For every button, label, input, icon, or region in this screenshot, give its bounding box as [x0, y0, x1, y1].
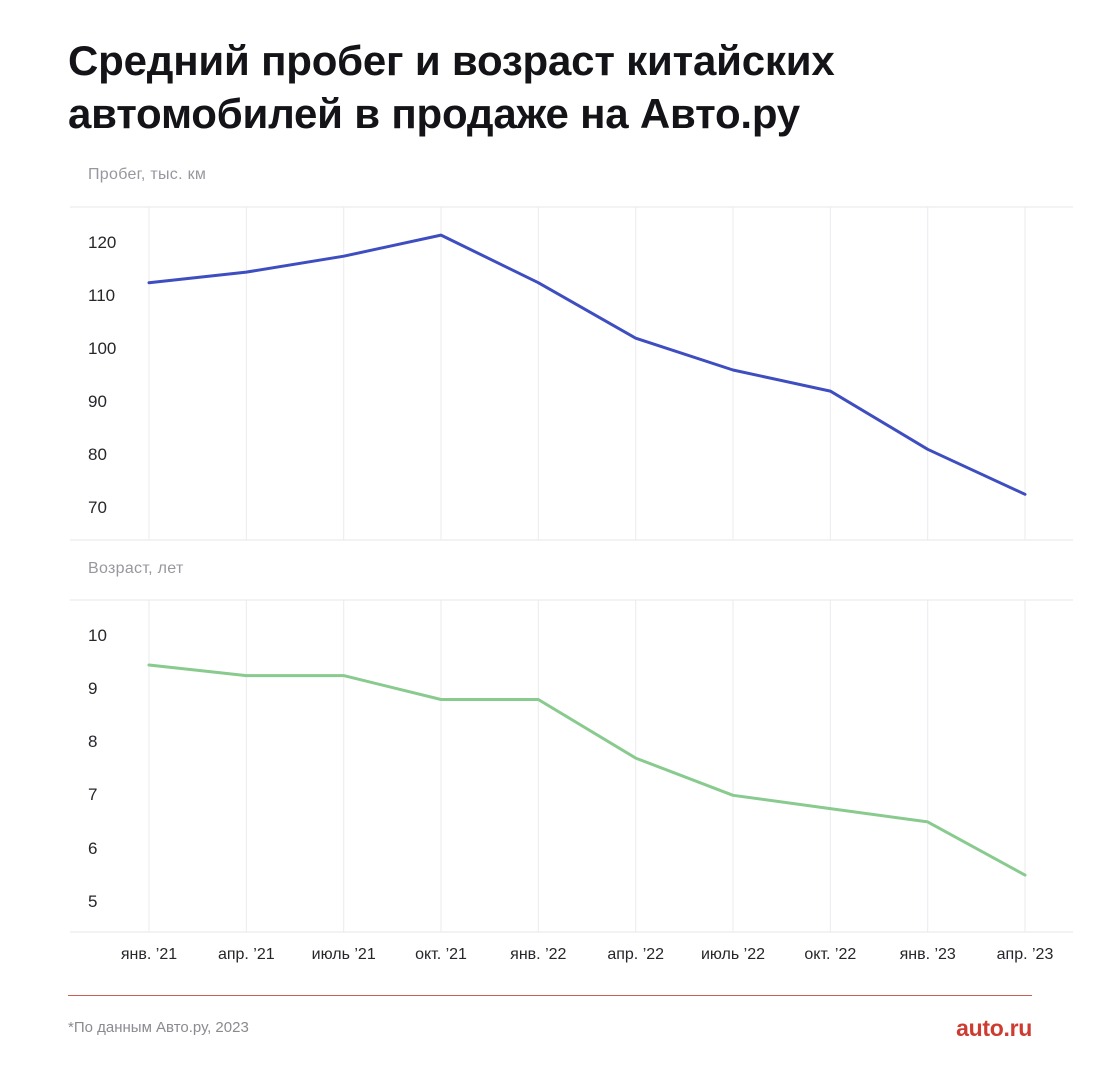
page-title: Средний пробег и возраст китайских автом…	[68, 34, 835, 140]
age-line	[147, 663, 1027, 877]
age-axis-title: Возраст, лет	[88, 560, 184, 577]
data-source-note: *По данным Авто.ру, 2023	[68, 1019, 249, 1036]
footer-divider	[68, 995, 1032, 996]
title-line-1: Средний пробег и возраст китайских	[68, 37, 835, 84]
autoru-logo: auto.ru	[956, 1015, 1032, 1041]
mileage-line	[147, 233, 1027, 496]
title-line-2: автомобилей в продаже на Авто.ру	[68, 90, 800, 137]
mileage-axis-title: Пробег, тыс. км	[88, 166, 207, 183]
